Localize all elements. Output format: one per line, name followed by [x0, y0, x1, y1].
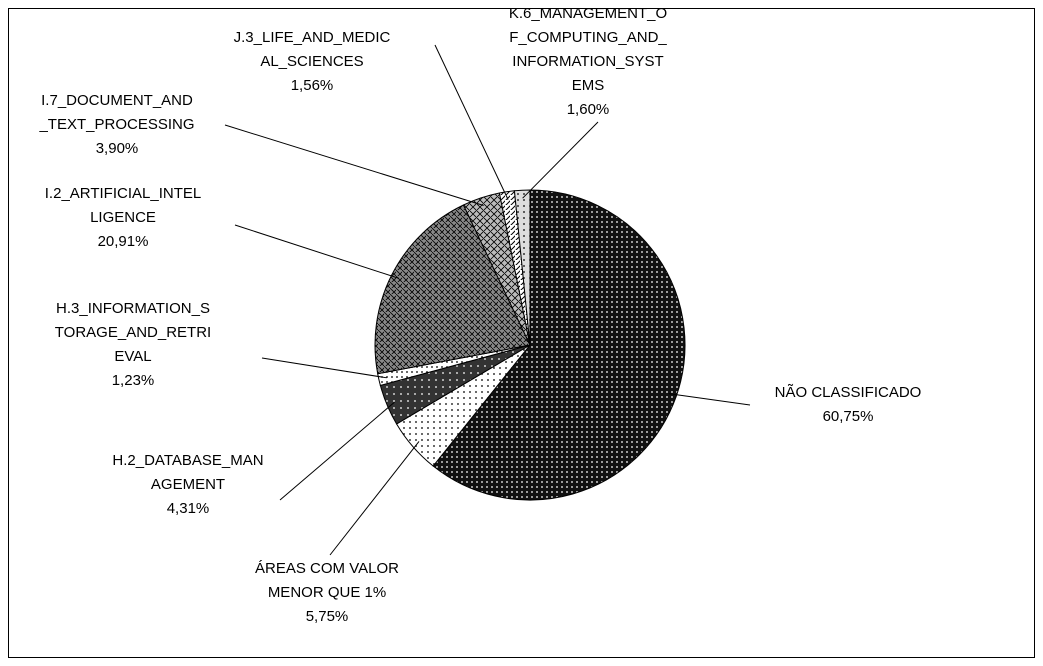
slice-value-label: 20,91%: [98, 233, 149, 250]
leader-line: [522, 121, 599, 199]
pie-slice: [374, 204, 531, 375]
pie-slice: [513, 189, 531, 346]
leader-line: [234, 224, 400, 279]
pie-slice: [432, 189, 686, 501]
slice-value-label: 1,23%: [112, 372, 155, 389]
chart-border: [8, 8, 1035, 658]
leader-line: [279, 401, 395, 501]
leader-line: [434, 44, 509, 200]
slice-value-label: 5,75%: [306, 608, 349, 625]
slice-value-label: 1,56%: [291, 77, 334, 94]
slice-label: I.2_ARTIFICIAL_INTEL LIGENCE: [45, 185, 201, 226]
slice-label: J.3_LIFE_AND_MEDIC AL_SCIENCES: [234, 29, 391, 70]
leader-line: [329, 441, 420, 556]
leader-line: [224, 124, 484, 206]
slice-label: I.7_DOCUMENT_AND _TEXT_PROCESSING: [38, 92, 194, 133]
slice-label: NÃO CLASSIFICADO: [775, 384, 922, 401]
slice-value-label: 1,60%: [567, 101, 610, 118]
slice-value-label: 60,75%: [823, 408, 874, 425]
slice-label: ÁREAS COM VALOR MENOR QUE 1%: [255, 560, 399, 601]
leader-line: [668, 393, 751, 406]
slice-value-label: 4,31%: [167, 500, 210, 517]
slice-label: H.2_DATABASE_MAN AGEMENT: [112, 452, 263, 493]
leader-line: [261, 357, 387, 379]
slice-label: K.6_MANAGEMENT_O F_COMPUTING_AND_ INFORMAT…: [509, 5, 668, 94]
slice-value-label: 3,90%: [96, 140, 139, 157]
slice-label: H.3_INFORMATION_S TORAGE_AND_RETRI EVAL: [55, 300, 211, 365]
